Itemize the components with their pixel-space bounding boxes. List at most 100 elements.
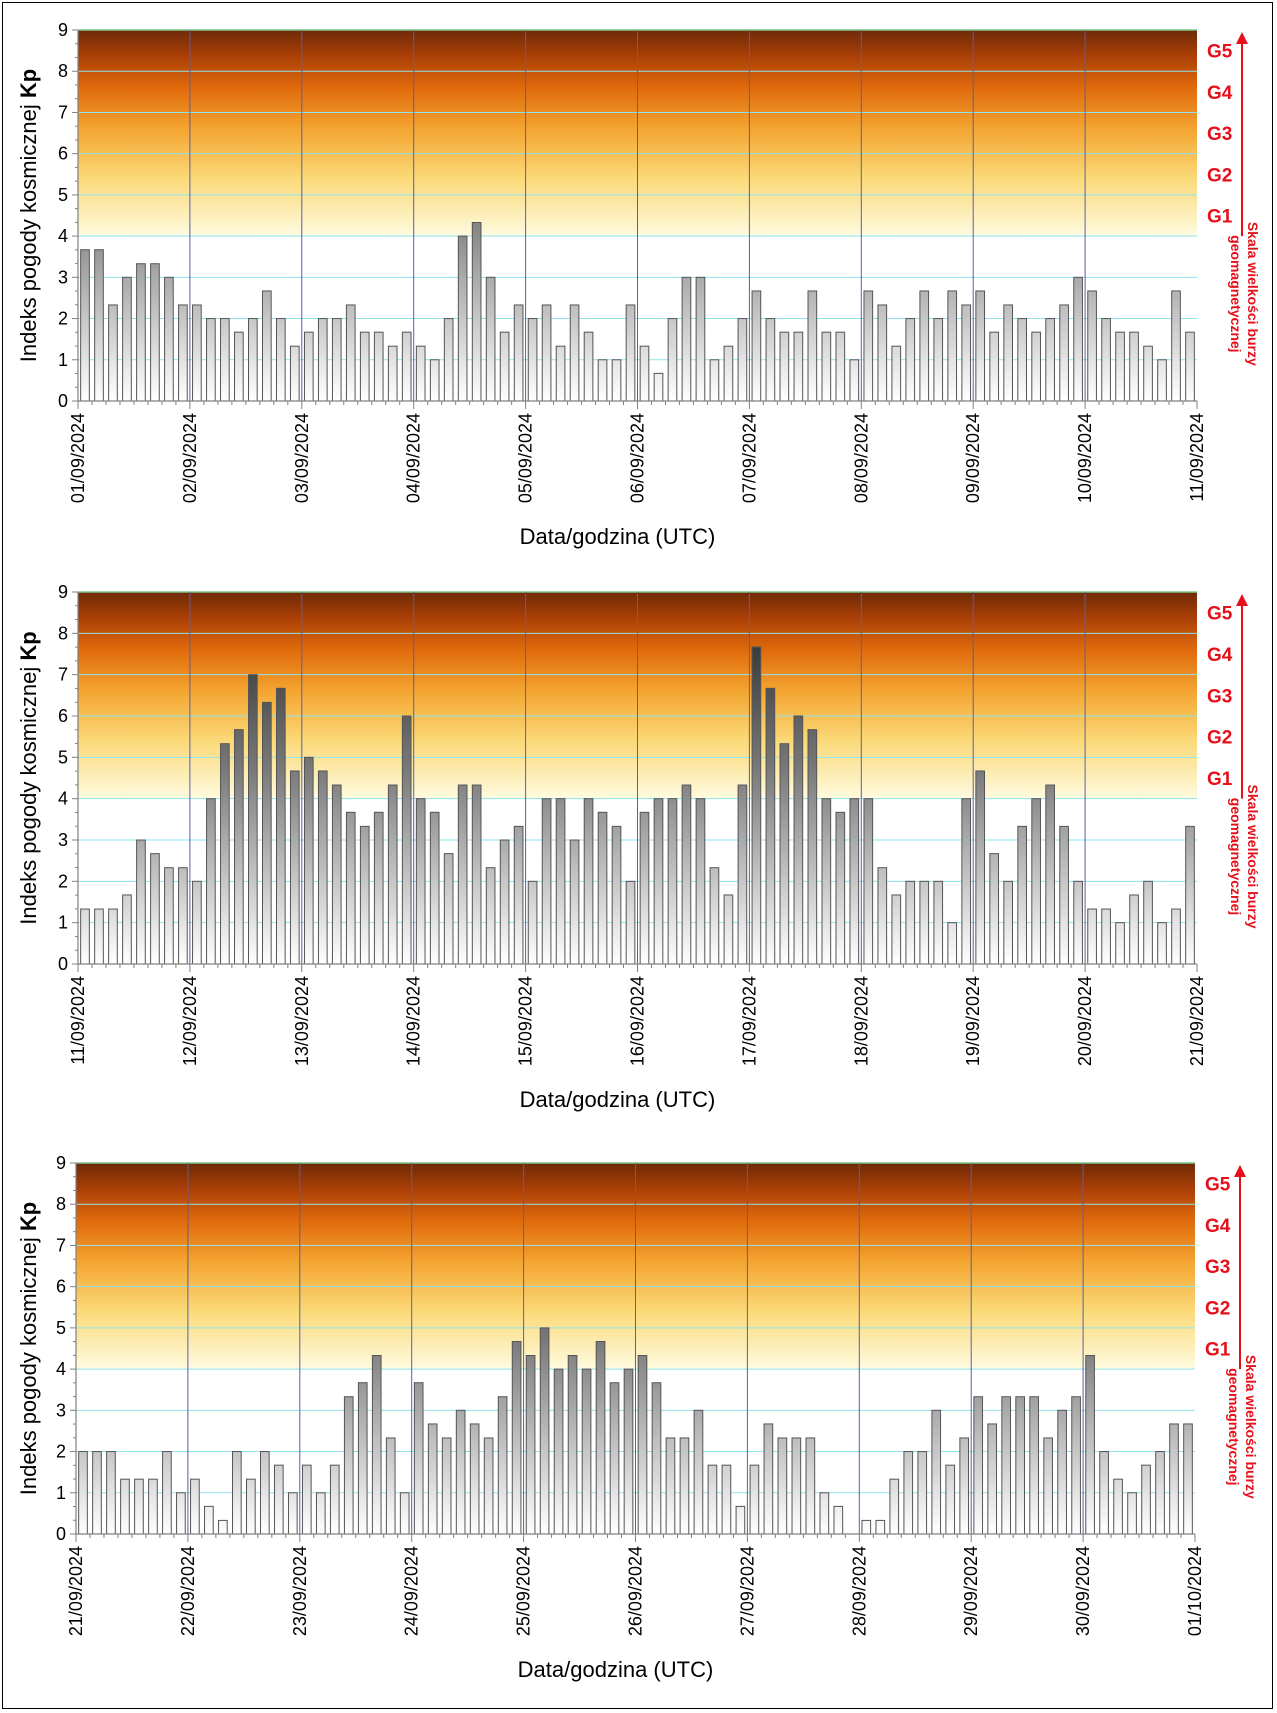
bar: [94, 908, 104, 965]
bar: [262, 290, 272, 402]
bar: [1045, 784, 1055, 965]
arrow-head-icon: [1236, 32, 1248, 44]
bar: [1127, 1492, 1137, 1535]
bar: [204, 1505, 214, 1535]
bar: [835, 811, 846, 965]
x-date-label: 14/09/2024: [404, 976, 424, 1066]
bar: [303, 756, 314, 965]
bar: [513, 825, 524, 965]
x-date-label: 19/09/2024: [963, 976, 983, 1066]
bar: [234, 729, 244, 965]
bar: [821, 331, 832, 402]
bar: [220, 318, 230, 402]
bar: [469, 1423, 480, 1535]
bar: [933, 318, 944, 402]
y-axis-title: Indeks pogody kosmicznej Kp: [16, 1202, 41, 1495]
bar: [499, 331, 510, 402]
bar: [849, 359, 860, 402]
bar: [106, 1451, 116, 1535]
bar: [359, 825, 370, 965]
bar: [1185, 331, 1195, 402]
bar: [1017, 825, 1027, 965]
bar: [120, 1478, 130, 1535]
bar: [905, 880, 916, 965]
storm-scale-title-line1: Skala wielkości burzy: [1243, 1355, 1259, 1499]
bar: [777, 1437, 788, 1535]
bar: [653, 798, 664, 965]
storm-scale-title-line1: Skala wielkości burzy: [1245, 785, 1261, 929]
bar: [471, 784, 482, 965]
bar: [989, 853, 1000, 965]
bar: [387, 345, 398, 402]
bar: [248, 674, 258, 965]
bar: [807, 729, 818, 965]
x-date-label: 20/09/2024: [1075, 976, 1095, 1066]
bar: [933, 880, 944, 965]
bar: [357, 1382, 368, 1535]
bar: [877, 304, 888, 402]
bar: [751, 646, 762, 965]
bar: [569, 839, 580, 965]
y-tick-label: 9: [58, 582, 68, 602]
storm-level-label: G4: [1207, 83, 1233, 104]
bar: [178, 867, 188, 965]
x-date-label: 01/10/2024: [1185, 1546, 1205, 1636]
bar: [651, 1382, 662, 1535]
bar: [92, 1451, 102, 1535]
bar: [835, 331, 846, 402]
bar: [667, 798, 678, 965]
bar: [581, 1368, 592, 1535]
bar: [833, 1505, 844, 1535]
storm-scale-title-line2: geomagnetycznej: [1226, 1368, 1242, 1485]
bar: [653, 372, 664, 402]
bar: [429, 811, 440, 965]
bar: [471, 222, 482, 402]
bar: [639, 345, 650, 402]
bar: [1141, 1464, 1151, 1535]
bar: [1185, 825, 1195, 965]
bar: [387, 784, 398, 965]
bar: [150, 263, 160, 402]
bar: [625, 304, 636, 402]
bar: [122, 276, 132, 402]
bar: [721, 1464, 732, 1535]
bar: [1015, 1396, 1025, 1535]
chart-panel-2: 0 1 2 3 4 5 6 7 8 9 11/09/2024 12/09/2024 13/09/2024…: [16, 582, 1261, 1112]
bar: [1059, 825, 1069, 965]
y-tick-label: 8: [58, 61, 68, 81]
bar: [1017, 318, 1027, 402]
bar: [234, 331, 244, 402]
storm-level-label: G4: [1207, 645, 1233, 666]
bar: [1057, 1409, 1067, 1535]
chart-panel-1: 0 1 2 3 4 5 6 7 8 9 01/09/2024 02/09/2024 03/09/2024…: [16, 20, 1261, 549]
bar: [667, 318, 678, 402]
x-date-label: 10/09/2024: [1075, 413, 1095, 503]
x-axis-title: Data/godzina (UTC): [520, 1087, 716, 1112]
bar: [303, 331, 314, 402]
bar: [427, 1423, 438, 1535]
bar: [821, 798, 832, 965]
bar: [947, 290, 958, 402]
storm-scale-title-line2: geomagnetycznej: [1228, 798, 1244, 915]
bar: [1087, 908, 1097, 965]
storm-level-label: G5: [1205, 1175, 1231, 1196]
bar: [975, 770, 986, 965]
bar: [961, 304, 972, 402]
storm-scale-title-line1: Skala wielkości burzy: [1245, 222, 1261, 366]
bar: [218, 1519, 228, 1535]
y-tick-label: 5: [56, 1318, 66, 1338]
bar: [178, 304, 188, 402]
storm-level-label: G1: [1207, 207, 1233, 228]
bar: [751, 290, 762, 402]
y-tick-label: 5: [58, 747, 68, 767]
bar: [415, 798, 426, 965]
bar: [625, 880, 636, 965]
bar: [637, 1355, 648, 1535]
x-date-label: 27/09/2024: [737, 1546, 757, 1636]
bar: [1099, 1451, 1109, 1535]
x-date-label: 12/09/2024: [180, 976, 200, 1066]
bar: [345, 811, 356, 965]
bar: [541, 304, 552, 402]
y-tick-label: 0: [56, 1524, 66, 1544]
